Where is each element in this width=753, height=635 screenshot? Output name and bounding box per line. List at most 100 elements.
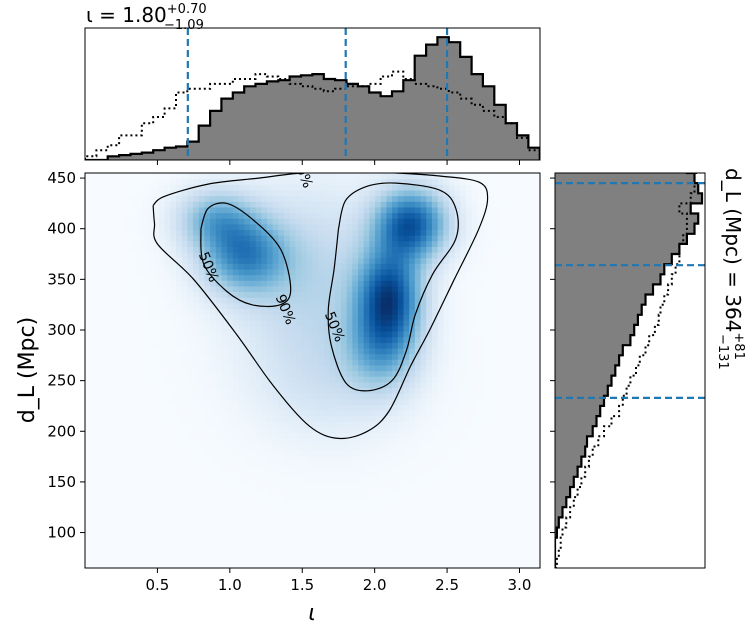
heatmap-cell — [261, 285, 268, 293]
heatmap-cell — [85, 308, 92, 315]
heatmap-cell — [187, 347, 194, 355]
heatmap-cell — [449, 432, 456, 439]
heatmap-cell — [318, 314, 325, 321]
heatmap-cell — [352, 325, 359, 332]
heatmap-cell — [96, 263, 103, 270]
heatmap-cell — [352, 528, 359, 535]
heatmap-cell — [85, 212, 92, 219]
heatmap-cell — [244, 410, 251, 417]
heatmap-cell — [369, 291, 376, 298]
heatmap-cell — [346, 489, 353, 496]
heatmap-cell — [176, 410, 183, 417]
heatmap-cell — [431, 432, 439, 439]
heatmap-cell — [164, 489, 171, 496]
heatmap-cell — [102, 336, 109, 343]
heatmap-cell — [124, 551, 132, 558]
heatmap-cell — [198, 178, 206, 185]
heatmap-cell — [306, 235, 314, 242]
heatmap-cell — [90, 302, 97, 310]
heatmap-cell — [238, 387, 245, 394]
heatmap-cell — [323, 235, 331, 242]
heatmap-cell — [85, 517, 92, 524]
heatmap-cell — [403, 483, 410, 490]
heatmap-cell — [130, 539, 137, 547]
heatmap-cell — [267, 257, 274, 264]
heatmap-cell — [306, 477, 314, 484]
heatmap-cell — [409, 218, 416, 225]
heatmap-cell — [176, 505, 183, 513]
heatmap-cell — [488, 556, 496, 563]
heatmap-cell — [352, 410, 359, 417]
heatmap-cell — [198, 432, 206, 439]
heatmap-cell — [130, 387, 137, 394]
heatmap-cell — [204, 229, 211, 236]
heatmap-cell — [96, 173, 103, 180]
heatmap-cell — [164, 195, 171, 202]
heatmap-cell — [426, 376, 433, 383]
heatmap-cell — [437, 539, 444, 547]
heatmap-cell — [340, 314, 348, 321]
heatmap-cell — [443, 528, 450, 535]
heatmap-cell — [272, 291, 279, 298]
heatmap-cell — [449, 438, 456, 445]
heatmap-cell — [443, 483, 450, 490]
heatmap-cell — [181, 285, 188, 293]
heatmap-cell — [124, 297, 132, 304]
heatmap-cell — [471, 551, 479, 558]
heatmap-cell — [164, 235, 171, 242]
heatmap-cell — [176, 443, 183, 451]
heatmap-cell — [284, 472, 291, 479]
heatmap-cell — [90, 500, 97, 507]
heatmap-cell — [403, 223, 410, 231]
heatmap-cell — [119, 522, 126, 530]
heatmap-cell — [289, 432, 297, 439]
heatmap-cell — [352, 370, 359, 377]
heatmap-cell — [380, 280, 388, 287]
heatmap-cell — [90, 364, 97, 372]
heatmap-cell — [113, 477, 120, 484]
heatmap-cell — [431, 240, 439, 247]
heatmap-cell — [284, 302, 291, 310]
heatmap-cell — [295, 285, 302, 293]
heatmap-cell — [119, 415, 126, 422]
heatmap-cell — [375, 257, 382, 264]
heatmap-cell — [267, 534, 274, 541]
heatmap-cell — [318, 438, 325, 445]
heatmap-cell — [85, 438, 92, 445]
heatmap-cell — [437, 404, 444, 411]
heatmap-cell — [278, 257, 285, 264]
heatmap-cell — [153, 387, 160, 394]
heatmap-cell — [244, 483, 251, 490]
heatmap-cell — [96, 489, 103, 496]
heatmap-cell — [426, 246, 433, 253]
heatmap-cell — [198, 206, 206, 214]
heatmap-cell — [340, 291, 348, 298]
heatmap-cell — [96, 331, 103, 338]
heatmap-cell — [267, 500, 274, 507]
heatmap-cell — [403, 331, 410, 338]
heatmap-cell — [238, 331, 245, 338]
heatmap-cell — [227, 184, 234, 191]
heatmap-cell — [232, 511, 240, 518]
heatmap-cell — [272, 494, 279, 501]
heatmap-cell — [249, 415, 257, 422]
heatmap-cell — [318, 268, 325, 276]
heatmap-cell — [215, 539, 223, 547]
heatmap-cell — [204, 291, 211, 298]
heatmap-cell — [471, 223, 479, 231]
heatmap-cell — [329, 539, 336, 547]
heatmap-cell — [176, 347, 183, 355]
heatmap-cell — [318, 331, 325, 338]
heatmap-cell — [158, 240, 166, 247]
heatmap-cell — [102, 195, 109, 202]
heatmap-cell — [471, 252, 479, 259]
heatmap-cell — [483, 511, 490, 518]
heatmap-cell — [85, 325, 92, 332]
heatmap-cell — [414, 426, 422, 434]
heatmap-cell — [352, 184, 359, 191]
heatmap-cell — [147, 432, 154, 439]
heatmap-cell — [312, 387, 319, 394]
heatmap-cell — [153, 421, 160, 428]
heatmap-cell — [147, 522, 154, 530]
heatmap-cell — [204, 545, 211, 552]
